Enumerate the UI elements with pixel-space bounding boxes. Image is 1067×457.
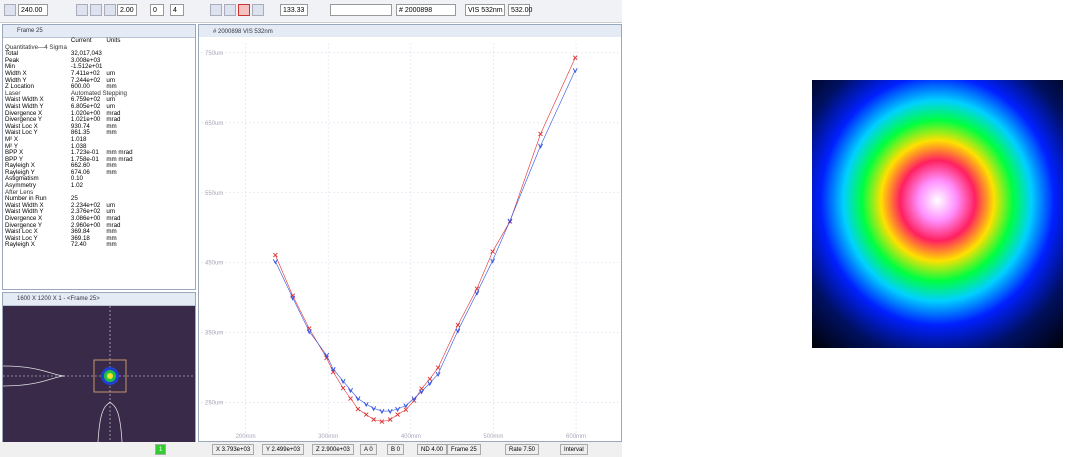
column-header: Units [104, 38, 134, 45]
x-tick-label: 300mm [318, 434, 338, 440]
chart-window: # 2000898 VIS 532nm 250um 350um 450um 550um… [198, 24, 622, 442]
status-b: B 0 [387, 444, 404, 455]
b-field[interactable]: 4 [170, 4, 184, 16]
fit-line [275, 58, 575, 422]
status-nd: ND 4.00 [417, 444, 447, 455]
y-tick-label: 350um [205, 331, 223, 337]
data-point [349, 397, 353, 401]
tool-button[interactable] [224, 4, 236, 16]
status-x: X 3.793e+03 [212, 444, 254, 455]
data-point [372, 418, 376, 422]
step-field[interactable]: 2.00 [117, 4, 137, 16]
tool-button[interactable] [252, 4, 264, 16]
status-frame: Frame 25 [447, 444, 481, 455]
results-window: Frame 25 CurrentUnitsQuantitative—4 Sigm… [2, 24, 196, 290]
tool-button[interactable] [104, 4, 116, 16]
window-title: 1600 X 1200 X 1 - <Frame 25> [3, 293, 195, 306]
data-point [273, 253, 277, 257]
window-title: Frame 25 [3, 25, 195, 38]
result-row: Rayleigh X72.40mm [3, 242, 135, 249]
beam-profile-image [812, 80, 1063, 348]
start-field[interactable]: 240.00 [18, 4, 48, 16]
data-point [428, 377, 432, 381]
status-rate: Rate 7.50 [505, 444, 539, 455]
status-indicator: 1 [155, 444, 166, 455]
result-cell: mm [104, 242, 134, 249]
beam-intensity [812, 80, 1063, 348]
y-tick-label: 750um [205, 51, 223, 57]
filter-field[interactable]: VIS 532nm [465, 4, 505, 16]
y-tick-label: 250um [205, 401, 223, 407]
result-cell: mm [104, 130, 134, 137]
y-tick-label: 550um [205, 191, 223, 197]
tool-button[interactable] [90, 4, 102, 16]
status-a: A 0 [360, 444, 377, 455]
wavelength-field[interactable]: 532.00 [508, 4, 530, 16]
data-point [573, 68, 577, 72]
a-field[interactable]: 0 [150, 4, 164, 16]
result-cell: Rayleigh X [3, 242, 69, 249]
data-point [396, 413, 400, 417]
beam-spot [107, 373, 113, 379]
status-interval: Interval [560, 444, 588, 455]
data-point [380, 420, 384, 424]
beam-image [3, 306, 195, 442]
tool-button[interactable] [210, 4, 222, 16]
data-point [491, 250, 495, 254]
column-header: Current [69, 38, 104, 45]
data-point [456, 323, 460, 327]
tool-button[interactable] [4, 4, 16, 16]
app-window: {"toolbar":{"start":"240.00","step":"2.0… [0, 0, 1067, 457]
result-row: Peak3.008e+03 [3, 58, 135, 65]
data-point [573, 56, 577, 60]
y-tick-label: 650um [205, 121, 223, 127]
x-tick-label: 500mm [483, 434, 503, 440]
blank-field[interactable] [330, 4, 392, 16]
serial-field[interactable]: # 2000898 [396, 4, 456, 16]
caustic-chart: # 2000898 VIS 532nm 250um 350um 450um 550um… [199, 25, 621, 441]
stop-button[interactable] [238, 4, 250, 16]
x-tick-label: 400mm [401, 434, 421, 440]
y-tick-label: 450um [205, 261, 223, 267]
chart-title: # 2000898 VIS 532nm [213, 29, 273, 35]
x-tick-label: 600mm [566, 434, 586, 440]
scale-field[interactable]: 133.33 [280, 4, 308, 16]
result-cell: mm [104, 170, 134, 177]
data-point [539, 132, 543, 136]
beam-window: 1600 X 1200 X 1 - <Frame 25> [2, 292, 196, 442]
data-point [356, 407, 360, 411]
x-tick-label: 200mm [236, 434, 256, 440]
section-row: Quantitative—4 Sigma [3, 45, 135, 52]
result-row: Total32,017,043 [3, 51, 135, 58]
data-point [436, 366, 440, 370]
data-point [364, 413, 368, 417]
status-y: Y 2.499e+03 [262, 444, 304, 455]
result-cell: 72.40 [69, 242, 104, 249]
fit-line [275, 70, 575, 411]
status-z: Z 2.900e+03 [312, 444, 354, 455]
sensor-bg [3, 306, 195, 442]
result-cell: 1.02 [69, 183, 104, 190]
data-point [341, 386, 345, 390]
results-table: CurrentUnitsQuantitative—4 SigmaTotal32,… [3, 38, 135, 249]
data-point [388, 418, 392, 422]
tool-button[interactable] [76, 4, 88, 16]
